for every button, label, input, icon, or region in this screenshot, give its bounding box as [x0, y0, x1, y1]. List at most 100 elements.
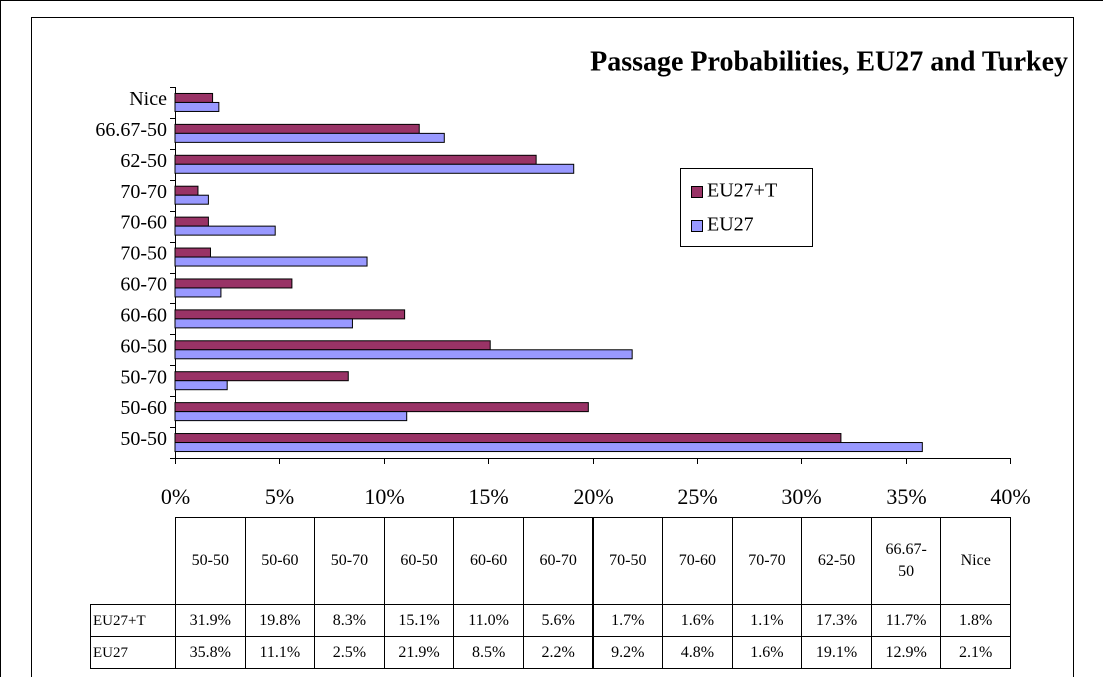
x-tick-label: 30%: [781, 484, 821, 509]
cell-text: 1.7%: [611, 611, 645, 629]
cell-text: 2.5%: [332, 643, 367, 661]
table-value: 1.6%: [731, 636, 803, 669]
cell-text: EU27: [93, 644, 128, 661]
cell-text: EU27+T: [93, 612, 146, 629]
table-value: 31.9%: [175, 604, 246, 637]
table-header: 70-70: [731, 517, 803, 605]
bar: [174, 349, 633, 360]
cell-text: 12.9%: [885, 643, 927, 661]
y-tick-label: 70-50: [120, 243, 167, 265]
bar: [174, 132, 445, 143]
cell-text: 60-60: [469, 552, 508, 569]
x-tick-label: 0%: [161, 484, 190, 509]
x-tick-label: 40%: [990, 484, 1030, 509]
table-value: 11.7%: [870, 604, 942, 637]
cell-text: 11.0%: [468, 611, 509, 629]
bar: [174, 154, 537, 165]
table-header: Nice: [940, 517, 1011, 605]
cell-text: 1.1%: [750, 611, 784, 629]
x-tick-label: 20%: [573, 484, 613, 509]
cell-text: 70-60: [678, 552, 717, 569]
table-header: 60-60: [453, 517, 524, 605]
table-value: 1.7%: [592, 604, 664, 637]
cell-text: 60-50: [400, 552, 438, 569]
cell-text: 1.8%: [959, 611, 993, 629]
x-tick-label: 5%: [265, 484, 294, 509]
table-value: 11.1%: [244, 636, 316, 669]
y-tick-label: 60-60: [120, 304, 167, 326]
cell-text: 1.6%: [680, 611, 715, 629]
y-tick-label: 66.67-50: [95, 119, 167, 141]
y-tick-label: 70-70: [120, 181, 167, 203]
table-row-label: EU27+T: [90, 604, 176, 637]
bar: [174, 309, 406, 320]
cell-text: 17.3%: [815, 611, 858, 629]
bar: [174, 278, 293, 289]
legend-swatch: [691, 220, 703, 232]
bar: [174, 163, 575, 174]
table-value: 1.8%: [940, 604, 1011, 637]
cell-text: 70-70: [748, 552, 786, 569]
table-value: 12.9%: [870, 636, 942, 669]
y-tick-label: 62-50: [120, 150, 167, 172]
cell-text: 2.2%: [541, 643, 575, 661]
table-header: 70-60: [662, 517, 733, 605]
legend-box: [680, 168, 813, 247]
cell-text: 62-50: [817, 552, 856, 569]
table-value: 15.1%: [383, 604, 455, 637]
y-tick-label: 50-50: [120, 428, 167, 450]
table-value: 11.0%: [453, 604, 524, 637]
cell-text: 19.1%: [815, 643, 858, 661]
chart-title: Passage Probabilities, EU27 and Turkey: [590, 46, 1068, 77]
cell-text: 8.3%: [332, 611, 367, 629]
x-tick-label: 25%: [677, 484, 717, 509]
cell-text: 11.1%: [259, 643, 301, 661]
x-tick-label: 15%: [468, 484, 508, 509]
cell-text: 19.8%: [259, 611, 301, 629]
cell-text: 4.8%: [680, 643, 715, 661]
table-header: 50-70: [314, 517, 385, 605]
table-header: 70-50: [592, 517, 664, 605]
cell-text: 9.2%: [611, 643, 645, 661]
cell-text: 31.9%: [189, 611, 231, 629]
table-header: 60-50: [383, 517, 455, 605]
bar: [174, 225, 276, 236]
cell-text: 50-50: [191, 552, 229, 569]
table-value: 21.9%: [383, 636, 455, 669]
cell-text: 21.9%: [398, 643, 440, 661]
cell-text: Nice: [960, 552, 991, 569]
table-value: 9.2%: [592, 636, 664, 669]
cell-text: 11.7%: [885, 611, 927, 629]
y-tick-label: 60-50: [120, 335, 167, 357]
table-value: 19.1%: [801, 636, 872, 669]
cell-text: 50-60: [261, 552, 299, 569]
bar: [174, 402, 589, 413]
x-tick-label: 10%: [364, 484, 404, 509]
legend-label: EU27+T: [707, 180, 777, 202]
table-header: 50-50: [175, 517, 246, 605]
cell-text: 50-70: [330, 552, 369, 569]
table-header: 66.67-50: [870, 517, 942, 605]
legend-label: EU27: [707, 214, 754, 236]
cell-text: 60-70: [539, 552, 577, 569]
bar: [174, 194, 209, 205]
table-value: 1.6%: [662, 604, 733, 637]
table-value: 2.2%: [522, 636, 594, 669]
bar: [174, 442, 923, 453]
cell-text: 70-50: [609, 552, 647, 569]
chart-frame: [31, 17, 1074, 677]
y-tick-label: 60-70: [120, 274, 167, 296]
table-value: 17.3%: [801, 604, 872, 637]
cell-text: 2.1%: [959, 643, 993, 661]
table-value: 8.3%: [314, 604, 385, 637]
bar: [174, 92, 214, 103]
table-value: 35.8%: [175, 636, 246, 669]
cell-text: 1.6%: [750, 643, 784, 661]
table-header: 60-70: [522, 517, 594, 605]
table-value: 4.8%: [662, 636, 733, 669]
table-value: 8.5%: [453, 636, 524, 669]
bar: [174, 123, 420, 134]
y-tick-label: 70-60: [120, 212, 167, 234]
